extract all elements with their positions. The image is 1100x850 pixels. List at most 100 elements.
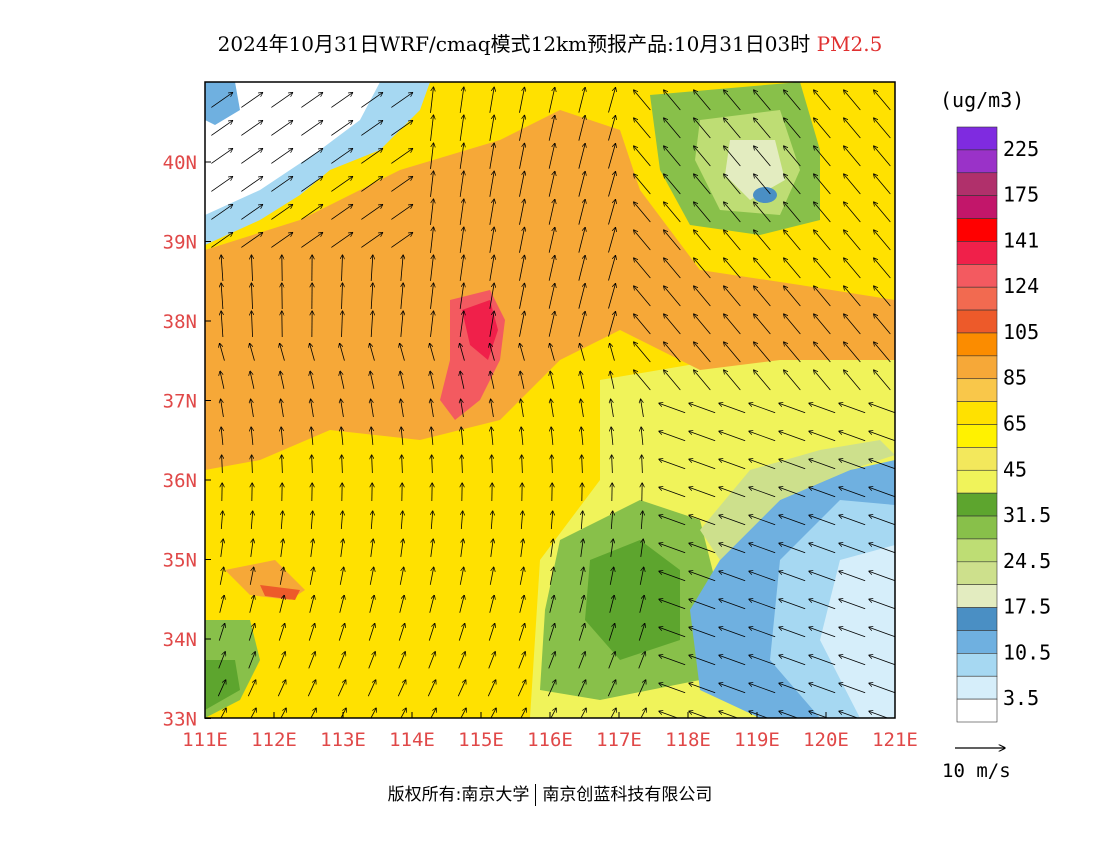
- wind-arrow: [489, 311, 494, 337]
- wind-arrow: [430, 708, 436, 718]
- wind-arrow: [211, 93, 232, 108]
- wind-arrow: [694, 118, 711, 139]
- wind-arrow: [547, 680, 555, 697]
- wind-arrow: [719, 711, 739, 718]
- wind-arrow: [341, 399, 344, 417]
- wind-arrow: [548, 143, 555, 169]
- wind-vector-field: [211, 87, 895, 718]
- wind-arrow: [664, 146, 681, 167]
- wind-arrow: [814, 314, 831, 335]
- legend-swatch: [956, 264, 998, 288]
- wind-arrow: [361, 149, 382, 164]
- wind-arrow: [608, 199, 616, 225]
- wind-arrow: [754, 202, 771, 223]
- wind-arrow: [219, 567, 223, 585]
- wind-arrow: [401, 399, 404, 417]
- legend-unit: (ug/m3): [940, 88, 1025, 112]
- wind-arrow: [694, 258, 711, 279]
- wind-arrow: [719, 487, 746, 498]
- wind-arrow: [488, 623, 495, 641]
- wind-arrow: [391, 205, 412, 220]
- wind-arrow: [608, 87, 616, 113]
- wind-arrow: [719, 627, 746, 638]
- wind-arrow: [809, 543, 836, 554]
- wind-arrow: [488, 652, 496, 669]
- wind-arrow: [489, 255, 494, 281]
- wind-arrow: [659, 571, 686, 582]
- wind-arrow: [282, 455, 283, 474]
- wind-arrow: [578, 623, 585, 641]
- wind-arrow: [809, 459, 836, 470]
- wind-arrow: [641, 539, 643, 557]
- wind-arrow: [664, 90, 681, 111]
- wind-arrow: [784, 314, 801, 335]
- wind-arrow: [754, 118, 771, 139]
- wind-arrow: [241, 205, 262, 220]
- wind-arrow: [519, 567, 523, 585]
- wind-arrow: [211, 205, 232, 220]
- wind-arrow: [337, 680, 345, 697]
- wind-arrow: [844, 314, 861, 335]
- wind-arrow: [341, 539, 343, 557]
- wind-arrow: [221, 255, 223, 281]
- wind-arrow: [754, 342, 771, 363]
- wind-arrow: [869, 627, 895, 638]
- wind-arrow: [430, 115, 434, 141]
- wind-arrow: [610, 343, 615, 361]
- wind-arrow: [458, 652, 466, 669]
- wind-arrow: [361, 233, 382, 248]
- lon-label: 119E: [734, 729, 780, 751]
- wind-arrow: [719, 543, 746, 554]
- wind-arrow: [577, 680, 585, 697]
- wind-arrow: [311, 539, 313, 557]
- wind-arrow: [719, 599, 746, 610]
- wind-arrow: [694, 230, 711, 251]
- wind-arrow: [459, 255, 464, 281]
- wind-arrow: [520, 371, 525, 389]
- wind-arrow: [521, 427, 523, 445]
- legend-label: 31.5: [1003, 503, 1051, 527]
- wind-arrow: [581, 539, 583, 557]
- wind-arrow: [492, 455, 493, 474]
- wind-arrow: [338, 623, 345, 641]
- lon-label: 121E: [872, 729, 918, 751]
- wind-arrow: [371, 427, 373, 445]
- wind-arrow: [371, 511, 372, 530]
- wind-arrow: [550, 708, 556, 718]
- legend-swatch: [956, 698, 998, 723]
- wind-arrow: [431, 427, 433, 445]
- wind-arrow: [844, 202, 861, 223]
- wind-arrow: [634, 118, 651, 139]
- wind-arrow: [779, 543, 806, 554]
- wind-arrow: [489, 143, 494, 169]
- wind-arrow: [609, 595, 615, 613]
- wind-arrow: [211, 233, 232, 248]
- wind-arrow: [659, 487, 686, 498]
- wind-arrow: [398, 652, 406, 669]
- wind-arrow: [311, 427, 313, 445]
- wind-arrow: [809, 711, 829, 718]
- wind-arrow: [634, 258, 651, 279]
- wind-arrow: [634, 370, 651, 391]
- wind-arrow: [461, 539, 463, 557]
- wind-arrow: [460, 371, 465, 389]
- wind-arrow: [874, 314, 891, 335]
- wind-arrow: [431, 511, 432, 530]
- wind-arrow: [634, 230, 651, 251]
- wind-arrow: [839, 655, 866, 666]
- wind-arrow: [391, 121, 412, 136]
- wind-arrow: [578, 171, 585, 197]
- wind-arrow: [869, 599, 895, 610]
- wind-arrow: [694, 174, 711, 195]
- wind-arrow: [611, 427, 613, 445]
- wind-arrow: [809, 487, 836, 498]
- lon-label: 115E: [458, 729, 504, 751]
- wind-arrow: [241, 121, 262, 136]
- wind-arrow: [219, 595, 225, 613]
- footer-right: 南京创蓝科技有限公司: [542, 785, 713, 805]
- wind-arrow: [517, 680, 525, 697]
- wind-arrow: [869, 403, 895, 414]
- wind-arrow: [784, 230, 801, 251]
- legend-swatch: [956, 561, 998, 585]
